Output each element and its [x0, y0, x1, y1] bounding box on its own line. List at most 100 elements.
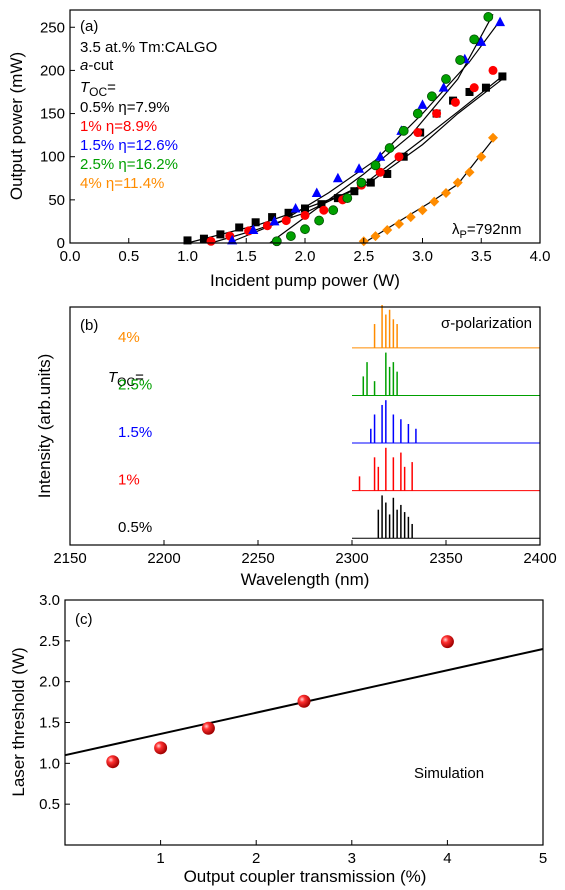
spectrum-label-2: 1.5% [118, 424, 152, 441]
point-a-3 [285, 231, 296, 241]
point-a-0 [333, 194, 342, 203]
point-a-3 [412, 108, 423, 119]
point-a-2 [311, 187, 322, 197]
x-tick-label-a: 1.0 [177, 248, 198, 265]
panel-b-toc-sub: OC [117, 375, 135, 389]
point-a-1 [488, 65, 498, 75]
panel-c-xlabel: Output coupler transmission (%) [184, 867, 427, 886]
x-tick-label-a: 4.0 [530, 248, 551, 265]
panel-c-ylabel: Laser threshold (W) [9, 647, 28, 796]
panel-b-polarization: σ-polarization [441, 315, 532, 332]
point-a-4 [441, 187, 451, 198]
point-a-2 [269, 215, 280, 226]
point-a-3 [271, 236, 282, 247]
point-a-0 [481, 83, 490, 92]
point-a-3 [342, 193, 353, 204]
point-a-1 [319, 205, 329, 215]
x-tick-label-c: 1 [156, 850, 164, 867]
y-tick-label-a: 150 [40, 106, 65, 123]
y-tick-label-c: 1.0 [39, 755, 60, 772]
point-a-0 [399, 152, 408, 161]
point-a-0 [251, 218, 260, 227]
point-a-0 [317, 200, 326, 209]
panel-a-toc-t: T [80, 79, 91, 96]
point-a-3 [300, 224, 310, 235]
point-a-2 [438, 82, 449, 92]
point-a-1 [206, 236, 216, 246]
x-tick-label-b: 2400 [523, 550, 556, 567]
y-tick-label-a: 50 [48, 192, 65, 209]
panel-b-xlabel: Wavelength (nm) [241, 570, 370, 589]
point-a-2 [227, 234, 238, 245]
point-a-4 [405, 212, 416, 223]
x-tick-label-a: 3.0 [412, 248, 433, 265]
point-a-1 [375, 167, 385, 177]
spectrum-label-0: 0.5% [118, 519, 152, 536]
point-a-1 [469, 83, 479, 93]
panel-c-label: (c) [75, 611, 93, 628]
point-a-2 [332, 172, 343, 183]
x-tick-label-b: 2250 [241, 550, 274, 567]
panel-b-toc: TOC= [108, 369, 144, 389]
x-tick-label-a: 0.0 [60, 248, 81, 265]
point-a-0 [268, 213, 277, 222]
spectrum-label-3: 2.5% [118, 376, 152, 393]
point-a-3 [469, 34, 480, 45]
point-a-3 [370, 160, 381, 171]
point-a-0 [465, 87, 474, 96]
point-a-3 [426, 91, 437, 102]
point-a-3 [328, 205, 339, 216]
point-a-0 [199, 234, 208, 243]
point-a-1 [281, 216, 291, 226]
x-tick-label-b: 2200 [147, 550, 180, 567]
point-a-3 [483, 12, 494, 22]
point-a-1 [450, 97, 460, 107]
x-tick-label-b: 2300 [335, 550, 368, 567]
panel-a-toc-eq: = [107, 79, 116, 96]
point-a-2 [354, 163, 365, 173]
legend-a-2: 1.5% η=12.6% [80, 137, 178, 154]
point-a-4 [417, 205, 428, 216]
panel-a-cut-rest: -cut [88, 57, 114, 74]
x-tick-label-a: 1.5 [236, 248, 257, 265]
point-a-4 [488, 132, 498, 143]
x-tick-label-a: 3.5 [471, 248, 492, 265]
point-a-2 [375, 151, 386, 161]
point-a-0 [366, 178, 375, 187]
panel-b: 2150 2200 2250 2300 2350 2400 (b) σ-polarizat… [35, 305, 557, 589]
y-tick-label-c: 3.0 [39, 592, 60, 609]
panel-a-xlabel: Incident pump power (W) [210, 271, 400, 290]
point-a-1 [262, 221, 272, 231]
point-a-3 [356, 177, 367, 188]
panel-a-toc-sub: OC [89, 85, 107, 99]
point-a-4 [394, 219, 404, 230]
point-a-3 [441, 74, 451, 84]
x-tick-label-a: 0.5 [118, 248, 139, 265]
threshold-point [297, 694, 311, 708]
point-a-2 [290, 202, 301, 213]
panel-a-cut-italic: a [80, 57, 88, 74]
point-a-2 [248, 224, 259, 235]
point-a-0 [383, 169, 392, 178]
x-tick-label-c: 2 [252, 850, 260, 867]
y-tick-label-a: 100 [40, 149, 65, 166]
x-tick-label-c: 5 [539, 850, 547, 867]
spectrum-label-1: 1% [118, 472, 140, 489]
y-tick-label-c: 0.5 [39, 796, 60, 813]
threshold-point [154, 741, 168, 755]
point-a-0 [498, 72, 507, 81]
y-tick-label-c: 2.5 [39, 633, 60, 650]
panel-b-label: (b) [80, 317, 98, 334]
legend-a-1: 1% η=8.9% [80, 118, 157, 135]
panel-c: 1 2 3 4 5 0.5 1.0 1.5 2.0 2.5 3.0 (c) Simulation O… [9, 592, 547, 886]
panel-b-frame [69, 306, 541, 546]
point-a-0 [350, 187, 359, 196]
point-a-4 [476, 151, 487, 162]
threshold-point [106, 755, 120, 769]
panel-b-toc-eq: = [135, 369, 144, 386]
panel-a-crystal: 3.5 at.% Tm:CALGO [80, 39, 217, 56]
panel-a-pump-sub: P [460, 229, 467, 241]
panel-a-pump: λP=792nm [452, 221, 521, 241]
point-a-0 [301, 204, 309, 213]
